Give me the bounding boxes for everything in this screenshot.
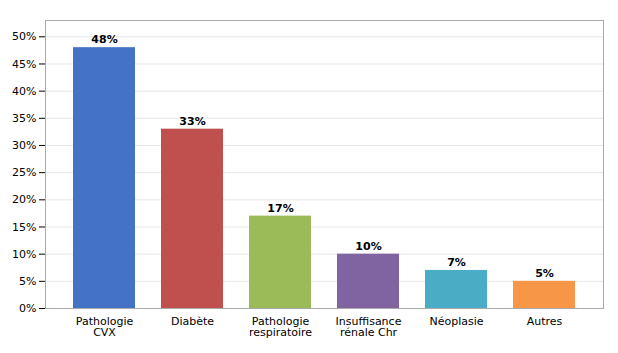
svg-text:7%: 7% <box>447 256 466 269</box>
svg-text:Diabète: Diabète <box>171 315 214 328</box>
svg-text:25%: 25% <box>12 166 36 179</box>
svg-text:17%: 17% <box>267 202 293 215</box>
svg-text:Néoplasie: Néoplasie <box>429 315 483 328</box>
svg-text:15%: 15% <box>12 221 36 234</box>
svg-text:35%: 35% <box>12 112 36 125</box>
svg-text:5%: 5% <box>19 275 36 288</box>
svg-text:48%: 48% <box>91 33 117 46</box>
svg-text:45%: 45% <box>12 57 36 70</box>
svg-text:Pathologierespiratoire: Pathologierespiratoire <box>249 315 312 339</box>
svg-text:30%: 30% <box>12 139 36 152</box>
svg-text:0%: 0% <box>19 302 36 315</box>
svg-text:33%: 33% <box>179 115 205 128</box>
svg-text:Autres: Autres <box>527 315 563 328</box>
svg-text:40%: 40% <box>12 85 36 98</box>
svg-text:50%: 50% <box>12 30 36 43</box>
svg-text:Insuffisancerénale Chr: Insuffisancerénale Chr <box>336 315 402 339</box>
svg-text:10%: 10% <box>12 248 36 261</box>
svg-text:PathologieCVX: PathologieCVX <box>76 315 134 339</box>
svg-text:10%: 10% <box>355 240 381 253</box>
svg-text:20%: 20% <box>12 193 36 206</box>
svg-text:5%: 5% <box>535 267 554 280</box>
